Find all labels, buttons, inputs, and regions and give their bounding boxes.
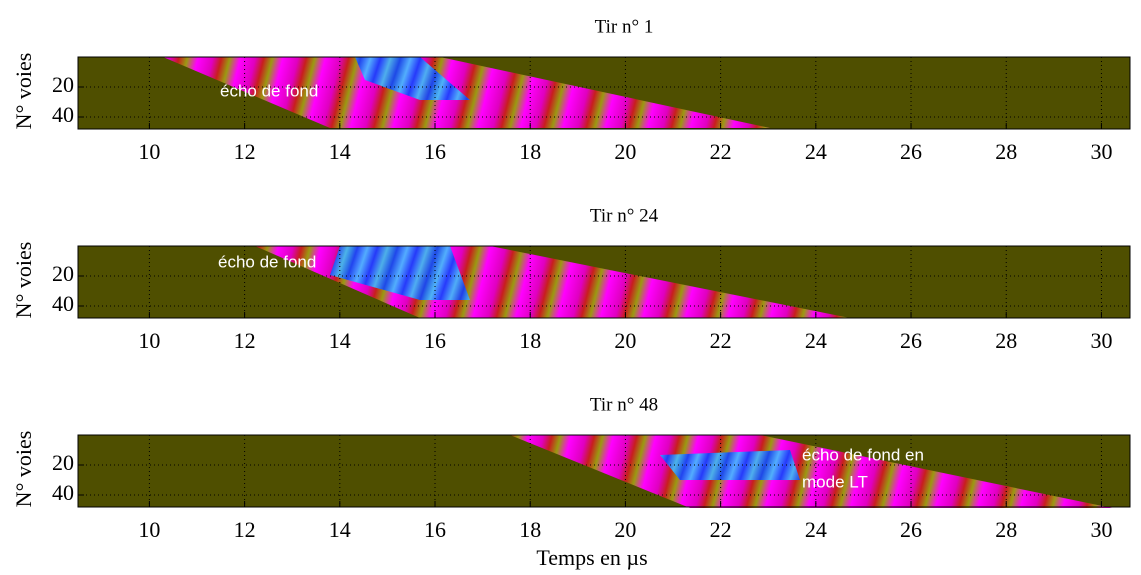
y-tick-label: 40 bbox=[52, 291, 74, 316]
x-tick-label: 12 bbox=[234, 517, 256, 542]
y-tick-label: 40 bbox=[52, 102, 74, 127]
y-axis-label: N° voies bbox=[11, 53, 36, 130]
x-tick-label: 16 bbox=[424, 517, 446, 542]
annotation: écho de fond bbox=[220, 81, 318, 100]
x-tick-label: 22 bbox=[710, 139, 732, 164]
x-tick-label: 18 bbox=[519, 139, 541, 164]
x-tick-label: 24 bbox=[805, 139, 827, 164]
x-tick-label: 26 bbox=[900, 139, 922, 164]
x-tick-label: 16 bbox=[424, 139, 446, 164]
signal-wedge bbox=[510, 435, 1112, 508]
y-tick-label: 20 bbox=[52, 72, 74, 97]
annotation: mode LT bbox=[802, 472, 868, 491]
x-tick-label: 18 bbox=[519, 328, 541, 353]
y-tick-label: 40 bbox=[52, 480, 74, 505]
y-axis-label: N° voies bbox=[11, 431, 36, 508]
annotation: écho de fond bbox=[218, 252, 316, 271]
x-tick-label: 20 bbox=[614, 517, 636, 542]
x-axis-label: Temps en µs bbox=[536, 545, 647, 570]
x-tick-label: 22 bbox=[710, 328, 732, 353]
x-tick-label: 12 bbox=[234, 328, 256, 353]
plot-frame bbox=[77, 245, 1131, 319]
x-tick-label: 10 bbox=[138, 328, 160, 353]
x-tick-label: 28 bbox=[995, 328, 1017, 353]
x-tick-label: 30 bbox=[1090, 328, 1112, 353]
x-tick-label: 14 bbox=[329, 328, 351, 353]
signal-echo bbox=[355, 57, 470, 100]
signal-wedge bbox=[163, 57, 770, 128]
x-tick-label: 28 bbox=[995, 517, 1017, 542]
x-tick-label: 22 bbox=[710, 517, 732, 542]
chart-title: Tir n° 1 bbox=[595, 16, 654, 37]
x-tick-label: 12 bbox=[234, 139, 256, 164]
y-axis-label: N° voies bbox=[11, 242, 36, 319]
plot-frame bbox=[77, 434, 1131, 508]
x-tick-label: 10 bbox=[138, 139, 160, 164]
x-tick-label: 26 bbox=[900, 517, 922, 542]
x-tick-label: 26 bbox=[900, 328, 922, 353]
x-tick-label: 20 bbox=[614, 328, 636, 353]
annotation: écho de fond en bbox=[802, 445, 924, 464]
x-tick-label: 30 bbox=[1090, 139, 1112, 164]
x-tick-label: 28 bbox=[995, 139, 1017, 164]
y-tick-label: 20 bbox=[52, 450, 74, 475]
x-tick-label: 14 bbox=[329, 517, 351, 542]
x-tick-label: 16 bbox=[424, 328, 446, 353]
chart-title: Tir n° 48 bbox=[590, 394, 658, 415]
x-tick-label: 20 bbox=[614, 139, 636, 164]
x-tick-label: 10 bbox=[138, 517, 160, 542]
x-tick-label: 24 bbox=[805, 328, 827, 353]
x-tick-label: 18 bbox=[519, 517, 541, 542]
x-tick-label: 24 bbox=[805, 517, 827, 542]
plot-frame bbox=[77, 56, 1131, 130]
x-tick-label: 30 bbox=[1090, 517, 1112, 542]
y-tick-label: 20 bbox=[52, 261, 74, 286]
chart-title: Tir n° 24 bbox=[590, 205, 659, 226]
x-tick-label: 14 bbox=[329, 139, 351, 164]
